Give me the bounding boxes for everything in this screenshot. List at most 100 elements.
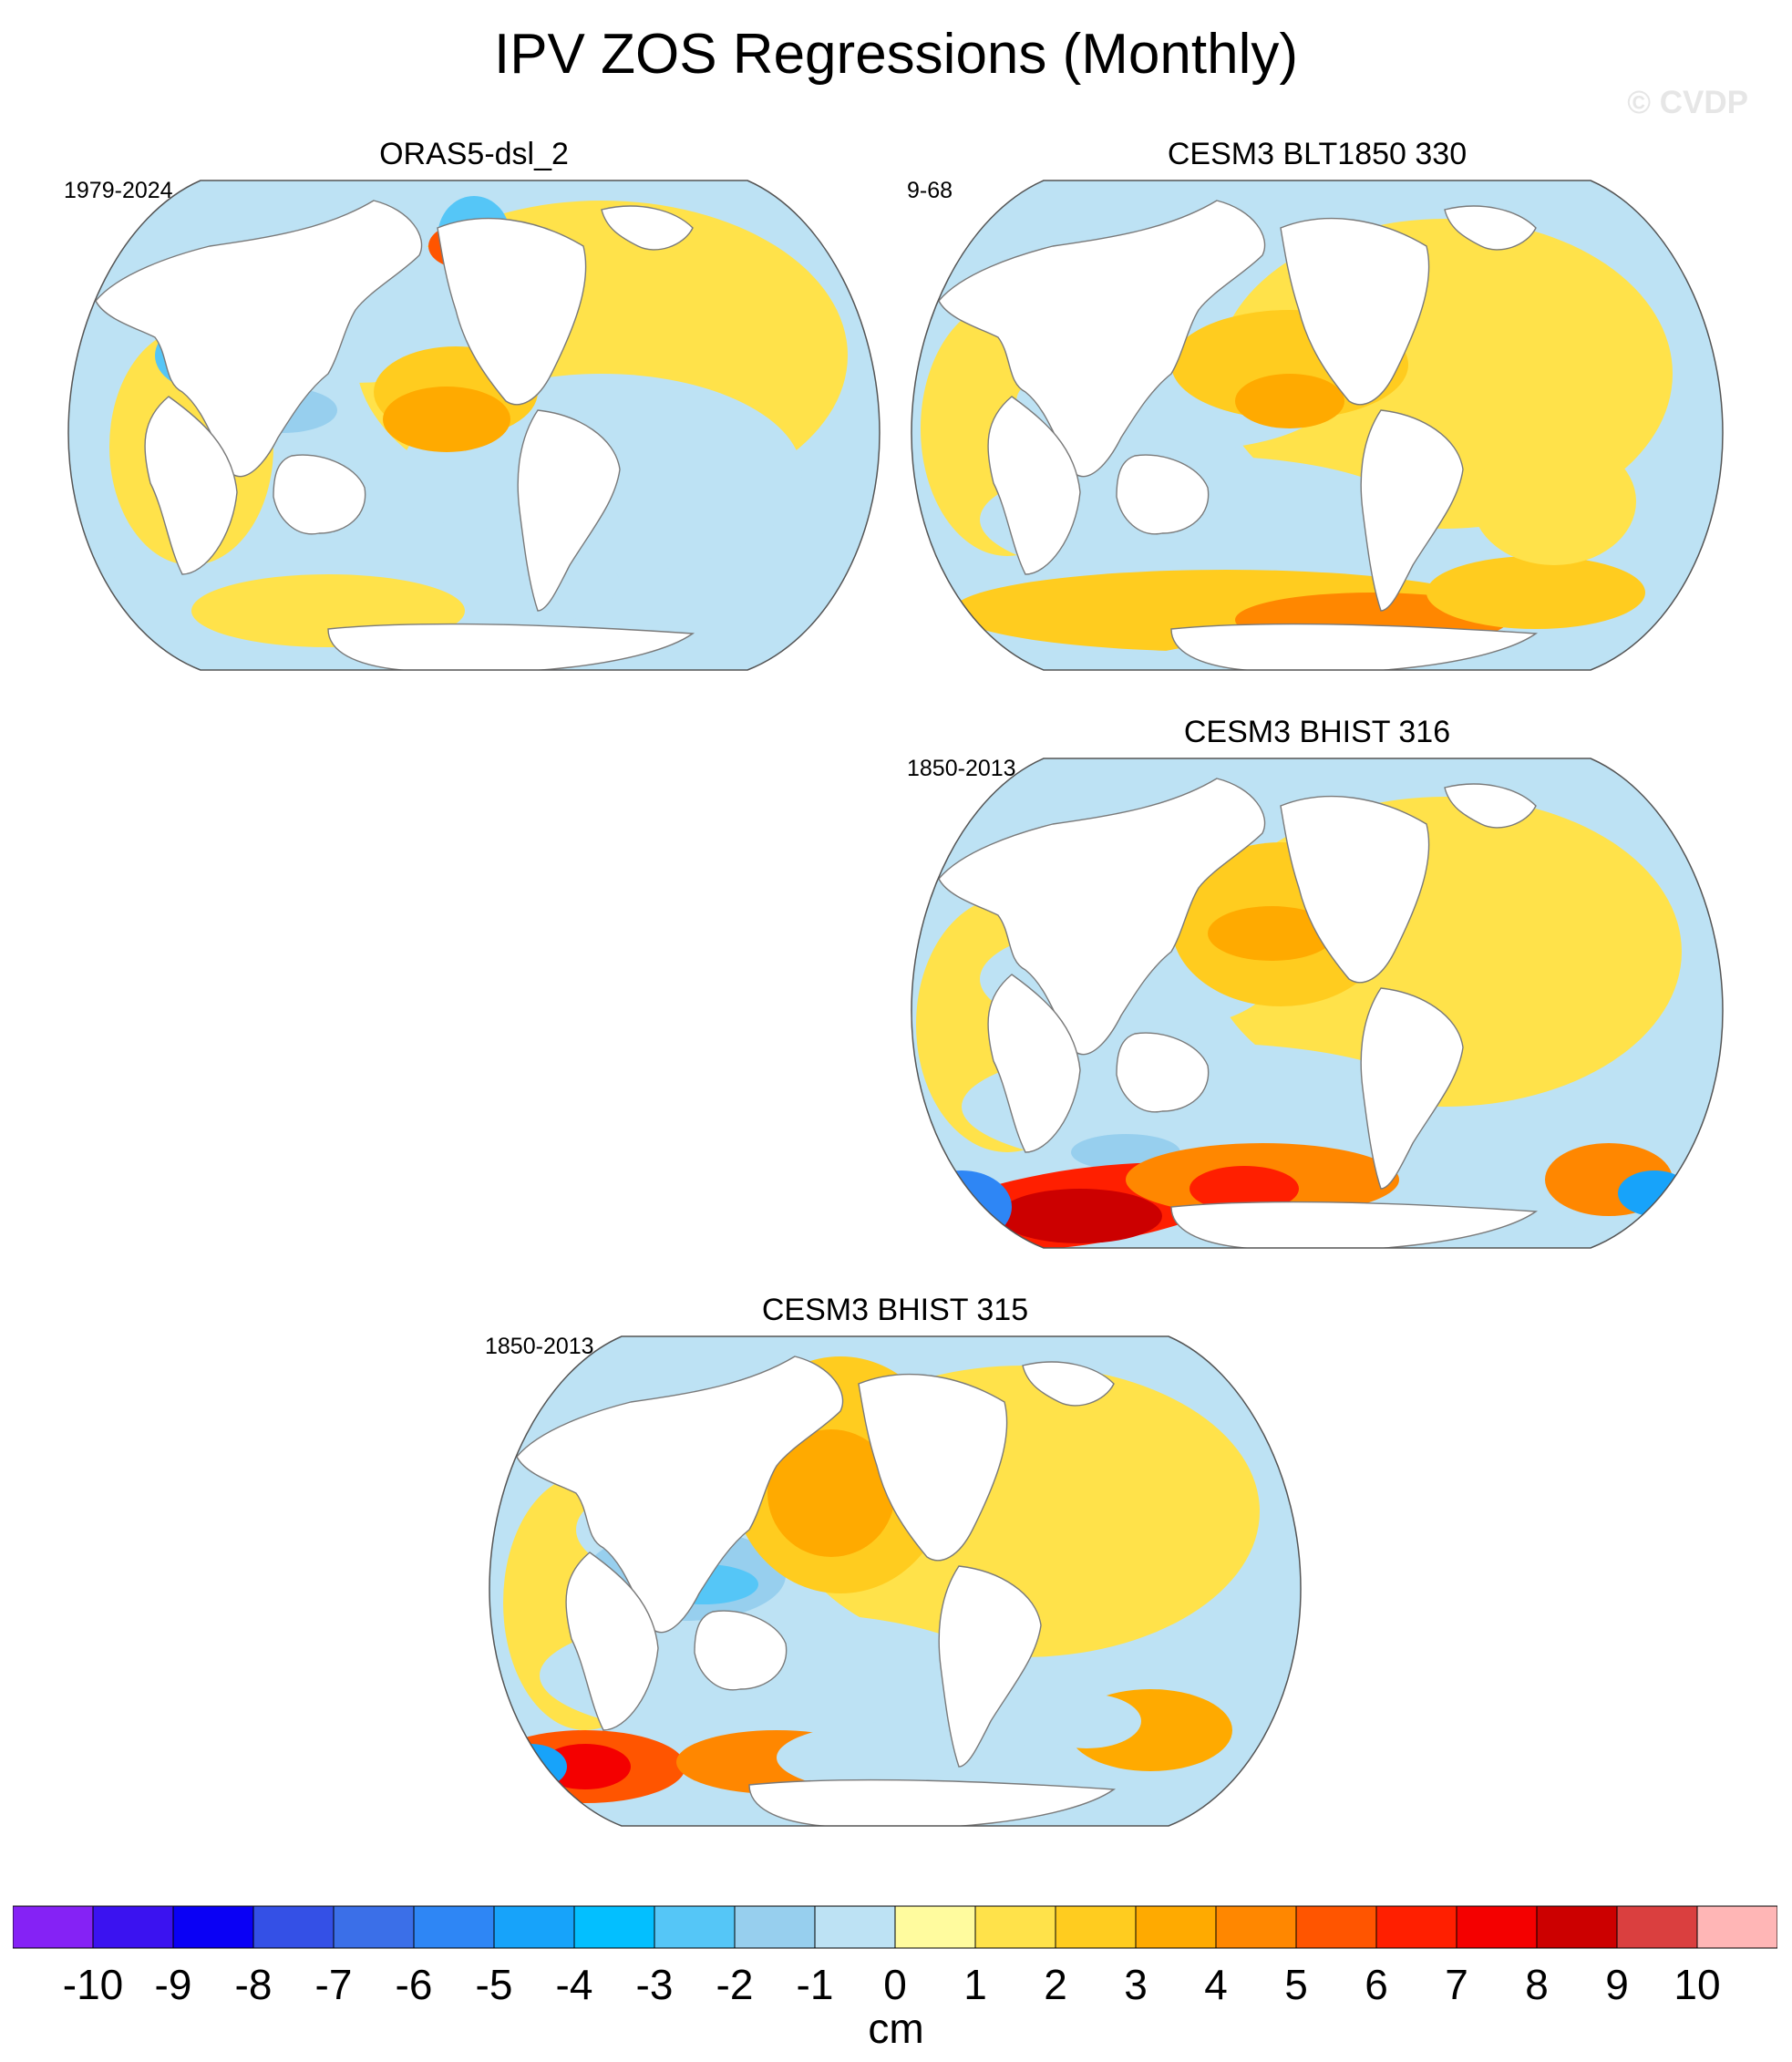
map-panel-oras5: ORAS5-dsl_2 1979-2024 — [55, 135, 893, 691]
land-mass — [1444, 205, 1537, 251]
anomaly-region — [1032, 1694, 1141, 1748]
map-panel-blt1850: CESM3 BLT1850 330 9-68 — [898, 135, 1736, 691]
land-mass — [1360, 987, 1464, 1190]
map-panel-bhist-315: CESM3 BHIST 315 1850-2013 — [476, 1291, 1314, 1847]
colorbar-swatch — [894, 1905, 976, 1949]
colorbar-swatch — [814, 1905, 896, 1949]
land-mass — [1360, 409, 1464, 612]
colorbar-tick-label: -4 — [555, 1961, 593, 2008]
colorbar-swatch — [734, 1905, 816, 1949]
map-border — [489, 1335, 1302, 1827]
colorbar-swatch — [333, 1905, 415, 1949]
colorbar-tick-label: -3 — [635, 1961, 674, 2008]
colorbar-swatch — [1055, 1905, 1137, 1949]
land-mass — [1280, 795, 1430, 984]
map-plot — [67, 180, 881, 671]
colorbar-tick-label: 0 — [883, 1961, 907, 2008]
colorbar-tick-label: 4 — [1204, 1961, 1228, 2008]
anomaly-region — [1618, 1170, 1691, 1216]
land-mass — [694, 1610, 788, 1691]
land-mass — [938, 1565, 1042, 1768]
land-mass — [517, 409, 621, 612]
colorbar-units-label: cm — [868, 2005, 924, 2052]
panel-years: 1979-2024 — [64, 178, 173, 203]
colorbar-tick-label: -8 — [234, 1961, 273, 2008]
colorbar-tick-label: 8 — [1525, 1961, 1549, 2008]
page-title: IPV ZOS Regressions (Monthly) — [493, 23, 1299, 86]
map-border — [67, 180, 881, 671]
colorbar-swatch — [974, 1905, 1056, 1949]
map-border — [911, 180, 1724, 671]
colorbar-swatch — [654, 1905, 736, 1949]
colorbar-tick-label: -7 — [314, 1961, 353, 2008]
ocean-field — [911, 758, 1723, 1248]
map-plot — [911, 180, 1724, 671]
anomaly-region — [767, 1429, 895, 1557]
colorbar: -10 -9 -8 -7 -6 -5 -4 -3 -2 -1 0 1 2 3 4 5 6 7 8 9 10 cm — [0, 1905, 1792, 2062]
land-mass — [1116, 1032, 1210, 1113]
watermark: © CVDP — [1627, 85, 1748, 120]
colorbar-swatch — [1456, 1905, 1538, 1949]
colorbar-swatch — [172, 1905, 254, 1949]
panel-years: 1850-2013 — [485, 1334, 594, 1359]
colorbar-swatch — [1215, 1905, 1297, 1949]
land-mass — [1170, 623, 1539, 670]
land-mass — [327, 623, 695, 670]
colorbar-tick-label: 1 — [963, 1961, 987, 2008]
anomaly-region — [494, 1744, 567, 1789]
land-mass — [273, 454, 366, 535]
colorbar-swatches — [13, 1905, 1777, 1949]
anomaly-region — [540, 1744, 631, 1789]
panel-years: 9-68 — [907, 178, 953, 203]
land-mass — [565, 1552, 659, 1731]
anomaly-region — [911, 1170, 1012, 1243]
colorbar-tick-label: 9 — [1605, 1961, 1629, 2008]
colorbar-tick-label: 7 — [1445, 1961, 1468, 2008]
colorbar-swatch — [1616, 1905, 1698, 1949]
land-mass — [748, 1778, 1117, 1826]
colorbar-swatch — [493, 1905, 575, 1949]
colorbar-swatch — [413, 1905, 495, 1949]
colorbar-tick-label: 10 — [1674, 1961, 1721, 2008]
colorbar-swatch — [13, 1905, 94, 1949]
ocean-field — [911, 180, 1723, 670]
ocean-field — [68, 180, 880, 670]
colorbar-tick-label: 6 — [1365, 1961, 1388, 2008]
anomaly-region — [1190, 1166, 1299, 1211]
land-mass — [987, 396, 1081, 575]
land-mass — [1022, 1361, 1115, 1407]
panel-title: CESM3 BLT1850 330 — [1167, 137, 1468, 171]
land-mass — [1116, 454, 1210, 535]
colorbar-swatch — [1135, 1905, 1217, 1949]
land-mass — [1170, 1201, 1539, 1248]
ocean-field — [489, 1336, 1301, 1826]
panel-title: CESM3 BHIST 316 — [1183, 715, 1451, 749]
land-mass — [987, 974, 1081, 1153]
anomaly-region — [1426, 556, 1645, 629]
panel-title: CESM3 BHIST 315 — [761, 1293, 1029, 1327]
colorbar-swatch — [1295, 1905, 1377, 1949]
colorbar-tick-label: 3 — [1124, 1961, 1148, 2008]
map-plot — [911, 758, 1724, 1249]
anomaly-region — [1235, 374, 1344, 428]
anomaly-region — [998, 1189, 1162, 1243]
land-mass — [437, 217, 587, 406]
colorbar-swatch — [1536, 1905, 1618, 1949]
anomaly-region — [1472, 438, 1636, 565]
land-mass — [144, 396, 238, 575]
map-panel-bhist-316: CESM3 BHIST 316 1850-2013 — [898, 713, 1736, 1269]
colorbar-swatch — [92, 1905, 174, 1949]
panel-years: 1850-2013 — [907, 756, 1016, 781]
panel-title: ORAS5-dsl_2 — [379, 137, 569, 171]
map-border — [911, 758, 1724, 1249]
colorbar-swatch — [252, 1905, 335, 1949]
colorbar-swatch — [1696, 1905, 1777, 1949]
colorbar-tick-label: -6 — [395, 1961, 433, 2008]
colorbar-swatch — [573, 1905, 655, 1949]
anomaly-region — [383, 387, 510, 452]
colorbar-tick-label: -5 — [475, 1961, 513, 2008]
anomaly-region — [1208, 906, 1335, 961]
colorbar-swatch — [1375, 1905, 1457, 1949]
land-mass — [601, 205, 694, 251]
map-plot — [489, 1335, 1302, 1827]
